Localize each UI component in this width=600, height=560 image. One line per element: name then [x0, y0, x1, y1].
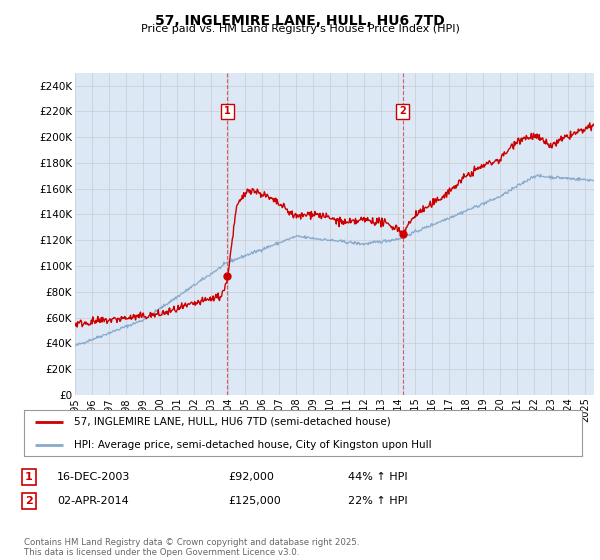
Text: 2: 2 [25, 496, 32, 506]
Text: HPI: Average price, semi-detached house, City of Kingston upon Hull: HPI: Average price, semi-detached house,… [74, 440, 432, 450]
Text: 57, INGLEMIRE LANE, HULL, HU6 7TD (semi-detached house): 57, INGLEMIRE LANE, HULL, HU6 7TD (semi-… [74, 417, 391, 427]
Text: 16-DEC-2003: 16-DEC-2003 [57, 472, 130, 482]
Text: 02-APR-2014: 02-APR-2014 [57, 496, 129, 506]
Text: £125,000: £125,000 [228, 496, 281, 506]
Text: Price paid vs. HM Land Registry's House Price Index (HPI): Price paid vs. HM Land Registry's House … [140, 24, 460, 34]
Text: 1: 1 [25, 472, 32, 482]
Text: £92,000: £92,000 [228, 472, 274, 482]
Text: 2: 2 [399, 106, 406, 116]
Text: Contains HM Land Registry data © Crown copyright and database right 2025.
This d: Contains HM Land Registry data © Crown c… [24, 538, 359, 557]
Text: 1: 1 [224, 106, 231, 116]
Text: 22% ↑ HPI: 22% ↑ HPI [348, 496, 407, 506]
Text: 57, INGLEMIRE LANE, HULL, HU6 7TD: 57, INGLEMIRE LANE, HULL, HU6 7TD [155, 14, 445, 28]
Text: 44% ↑ HPI: 44% ↑ HPI [348, 472, 407, 482]
